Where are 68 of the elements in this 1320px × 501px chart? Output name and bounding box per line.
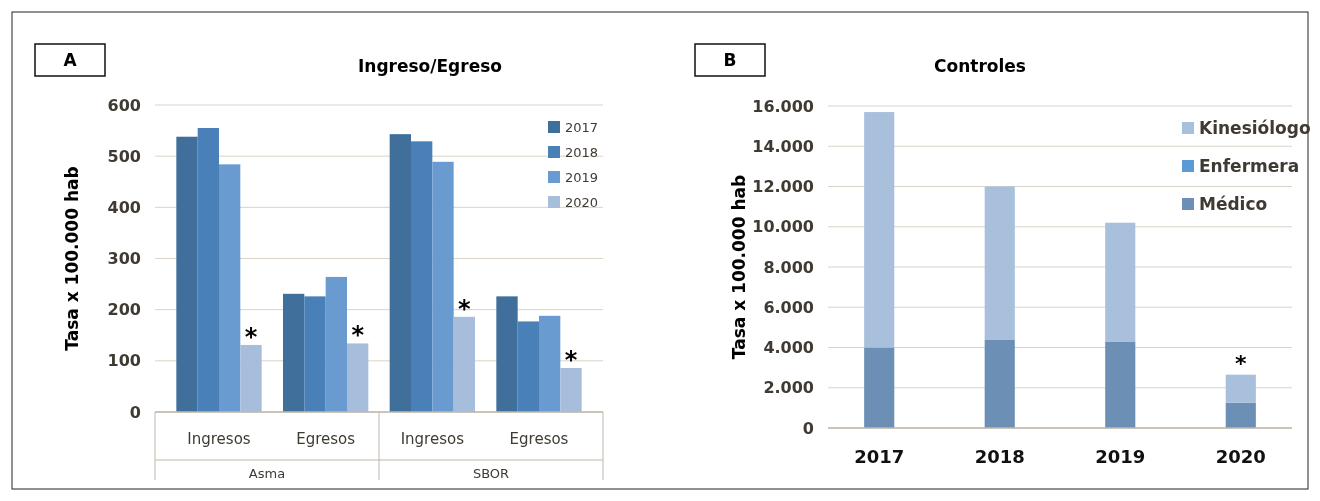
y-tick-label: 300 [107, 249, 141, 269]
y-tick-label: 8.000 [763, 257, 814, 277]
x-tick-label: 2019 [1095, 446, 1146, 467]
chart-title: Controles [934, 56, 1026, 76]
bar [304, 296, 326, 412]
bar [240, 344, 262, 412]
bar [176, 136, 198, 412]
bar [864, 347, 895, 428]
legend-label: Médico [1199, 193, 1268, 214]
bar [1225, 374, 1256, 403]
legend-label: Kinesiólogo [1199, 117, 1311, 138]
y-tick-label: 6.000 [763, 297, 814, 317]
bar [283, 293, 305, 412]
x-tick-label: Ingresos [400, 430, 465, 448]
x-tick-label: 2020 [1215, 446, 1266, 467]
chart-title: Ingreso/Egreso [357, 56, 503, 76]
bar [560, 368, 582, 412]
legend-label: 2017 [565, 119, 599, 135]
x-tick-label: Ingresos [187, 430, 251, 448]
data-label: * [1235, 350, 1248, 376]
y-tick-label: 4.000 [763, 338, 814, 358]
text: SBOR [472, 466, 510, 481]
legend-label: 2019 [565, 169, 599, 185]
bar [219, 164, 241, 412]
text: B [723, 49, 737, 70]
x-tick-label: Egresos [296, 430, 356, 448]
x-tick-label: 2017 [854, 446, 905, 467]
bar [984, 186, 1015, 340]
bar [1225, 402, 1256, 428]
y-tick-label: 400 [107, 197, 141, 217]
bar [347, 343, 369, 412]
bar [539, 315, 561, 412]
y-tick-label: 12.000 [752, 177, 814, 197]
bar [389, 134, 411, 412]
y-tick-label: 0 [129, 402, 141, 422]
y-tick-label: 0 [802, 418, 814, 438]
bar [411, 141, 433, 412]
y-tick-label: 100 [107, 351, 141, 371]
y-tick-label: 600 [107, 95, 141, 115]
data-label: * [351, 321, 365, 350]
bar [325, 276, 347, 412]
data-label: * [564, 346, 578, 374]
y-axis-title: Tasa x 100.000 hab [62, 166, 82, 351]
bar [864, 112, 895, 348]
y-tick-label: 2.000 [763, 378, 814, 398]
bar [432, 161, 454, 412]
text: Asma [248, 466, 286, 481]
y-tick-label: 16.000 [752, 96, 814, 116]
y-tick-label: 200 [107, 300, 141, 320]
bar [453, 316, 475, 412]
y-tick-label: 10.000 [752, 217, 814, 237]
x-tick-label: 2018 [974, 446, 1025, 467]
data-label: * [244, 322, 258, 351]
data-label: * [458, 294, 472, 323]
bar [197, 128, 219, 412]
y-axis-title: Tasa x 100.000 hab [729, 174, 749, 360]
legend-label: Enfermera [1199, 155, 1300, 176]
y-tick-label: 500 [107, 146, 141, 166]
x-tick-label: Egresos [509, 430, 569, 448]
bar [1105, 341, 1136, 428]
legend-label: 2018 [565, 144, 599, 160]
legend-label: 2020 [565, 194, 599, 210]
bar [517, 321, 539, 412]
bar [1105, 222, 1136, 342]
text: A [63, 49, 78, 70]
bar [984, 339, 1015, 428]
bar [496, 296, 518, 412]
y-tick-label: 14.000 [752, 136, 814, 156]
